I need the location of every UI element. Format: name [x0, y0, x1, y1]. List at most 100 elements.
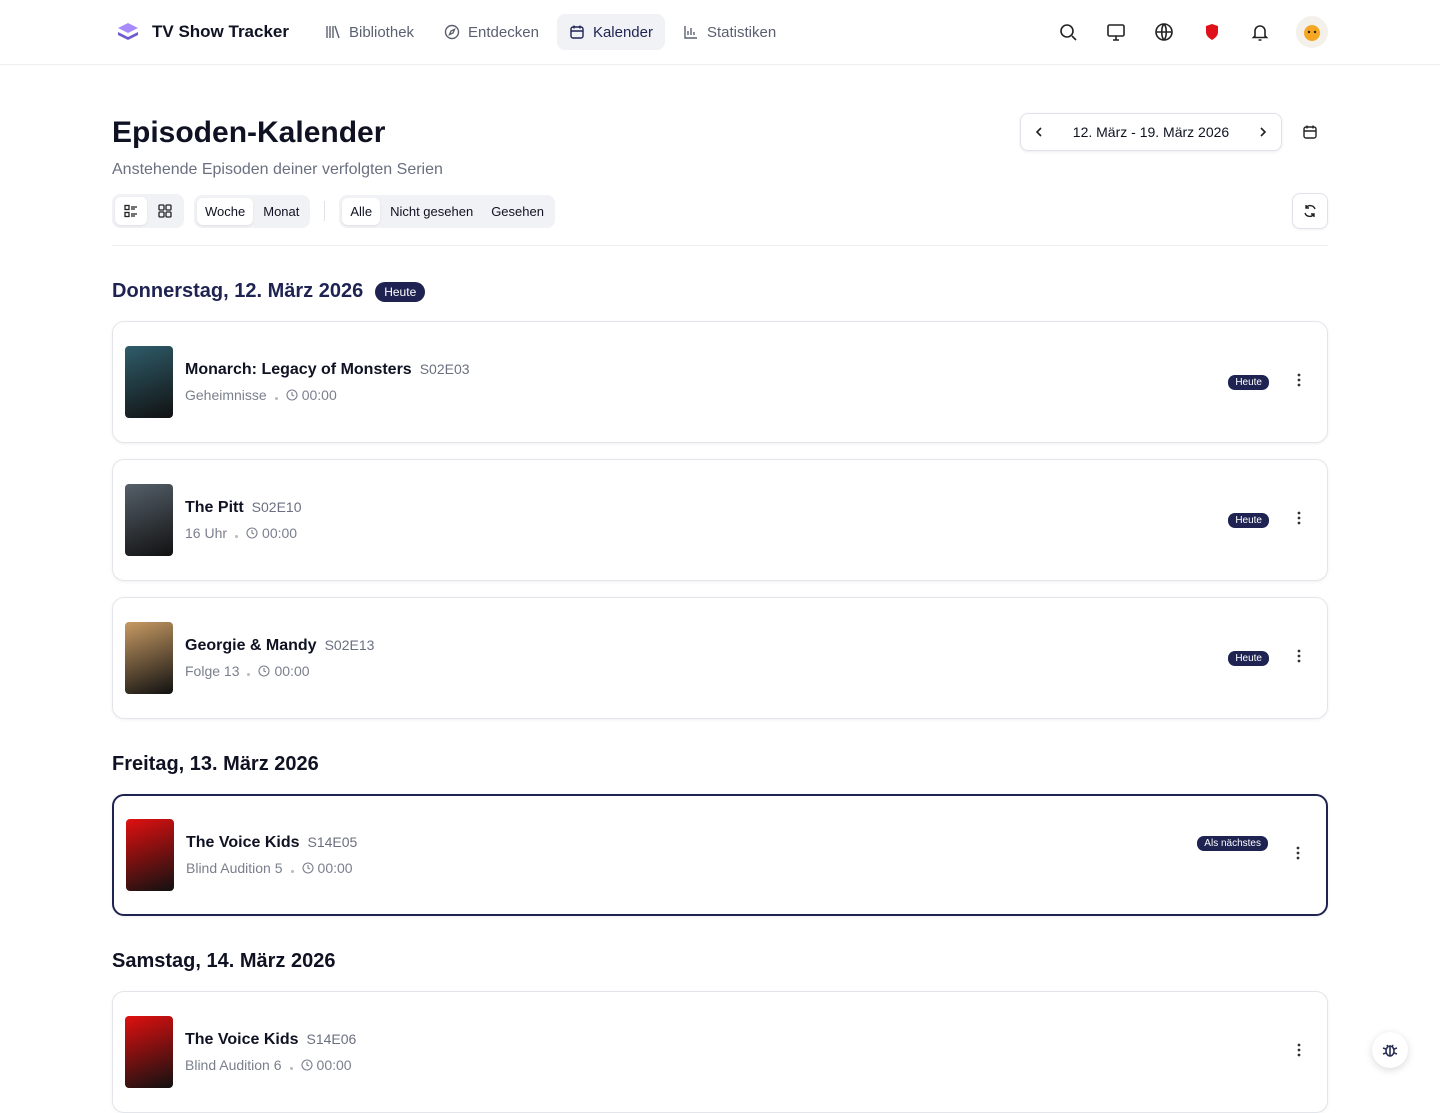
clock-icon	[286, 389, 298, 401]
page-subtitle: Anstehende Episoden deiner verfolgten Se…	[112, 161, 443, 178]
calendar-button[interactable]	[1292, 114, 1328, 150]
logo[interactable]: TV Show Tracker	[116, 20, 289, 44]
poster	[126, 819, 174, 891]
status-badge: Heute	[1228, 512, 1269, 528]
view-mode-toggle: Woche Monat	[194, 194, 311, 228]
day-date: Freitag, 13. März 2026	[112, 753, 319, 775]
filter-toggle: Alle Nicht gesehen Gesehen	[339, 194, 555, 228]
separator	[324, 201, 326, 221]
content: Episoden-Kalender Anstehende Episoden de…	[0, 65, 1440, 1113]
next-week[interactable]	[1255, 124, 1271, 140]
date-range-control: 12. März - 19. März 2026	[1020, 113, 1328, 151]
display-button[interactable]	[1104, 20, 1128, 44]
dot-separator	[274, 387, 278, 403]
episode-card[interactable]: The Voice Kids S14E05 Blind Audition 5 00:0…	[112, 794, 1328, 916]
top-bar: TV Show Tracker Bibliothek Entdecken Kal…	[0, 0, 1440, 65]
filter-option[interactable]: Gesehen	[491, 203, 544, 219]
nav-label: Kalender	[592, 23, 653, 41]
debug-button[interactable]	[1372, 1032, 1408, 1068]
refresh-button[interactable]	[1292, 193, 1328, 229]
logo-icon	[118, 23, 138, 40]
episode-card[interactable]: Georgie & Mandy S02E13 Folge 13 00:00 Heute	[112, 597, 1328, 719]
episode-heading: The Voice Kids S14E05	[186, 834, 1197, 852]
episode-details: Folge 13 00:00	[185, 663, 1228, 679]
clock-icon	[301, 862, 314, 874]
view-mode-option[interactable]: Woche	[197, 197, 254, 225]
status-badge: Als nächstes	[1197, 836, 1268, 851]
episode-heading: The Voice Kids S14E06	[185, 1031, 1291, 1049]
day-heading: Samstag, 14. März 2026	[112, 950, 1328, 973]
poster	[125, 484, 173, 556]
air-time: 00:00	[258, 663, 310, 679]
nav-label: Statistiken	[706, 23, 777, 41]
nav-item[interactable]: Kalender	[556, 14, 665, 50]
episode-code: S14E05	[307, 834, 358, 850]
episode-details: 16 Uhr 00:00	[185, 525, 1228, 541]
episode-info: The Pitt S02E10 16 Uhr 00:00	[185, 499, 1228, 541]
dot-separator	[290, 860, 294, 876]
poster	[125, 622, 173, 694]
previous-week[interactable]	[1031, 124, 1047, 140]
episode-info: The Voice Kids S14E06 Blind Audition 6 00:0…	[185, 1031, 1291, 1073]
nav-label: Entdecken	[468, 23, 539, 41]
grid-layout-button[interactable]	[149, 197, 181, 225]
episode-card[interactable]: The Pitt S02E10 16 Uhr 00:00 Heute	[112, 459, 1328, 581]
show-name: The Voice Kids	[186, 834, 300, 851]
episode-card[interactable]: Monarch: Legacy of Monsters S02E03 Geheimn…	[112, 321, 1328, 443]
air-time-label: 00:00	[262, 525, 298, 541]
filter-option[interactable]: Alle	[342, 197, 381, 225]
episode-heading: The Pitt S02E10	[185, 499, 1228, 517]
poster	[125, 346, 173, 418]
show-name: The Pitt	[185, 499, 244, 516]
search-button[interactable]	[1056, 20, 1080, 44]
episode-menu[interactable]	[1291, 372, 1307, 393]
poster	[125, 1016, 173, 1088]
nav-item[interactable]: Bibliothek	[313, 14, 426, 50]
filter-option[interactable]: Nicht gesehen	[390, 203, 474, 219]
view-mode-option[interactable]: Monat	[263, 203, 300, 219]
status-badge: Heute	[1228, 650, 1269, 666]
episode-code: S02E13	[324, 637, 375, 653]
date-range-label: 12. März - 19. März 2026	[1072, 124, 1230, 140]
episode-menu[interactable]	[1291, 1042, 1307, 1063]
language-button[interactable]	[1152, 20, 1176, 44]
today-badge: Heute	[375, 281, 426, 302]
episode-details: Blind Audition 6 00:00	[185, 1057, 1291, 1073]
nav-label: Bibliothek	[349, 23, 415, 41]
episode-info: The Voice Kids S14E05 Blind Audition 5 00:0…	[186, 834, 1197, 876]
layout-toggle	[112, 194, 184, 228]
air-time: 00:00	[286, 387, 337, 403]
day-heading: Freitag, 13. März 2026	[112, 753, 1328, 776]
avatar[interactable]	[1296, 16, 1328, 48]
clock-icon	[300, 1059, 313, 1071]
episode-title: Folge 13	[185, 663, 240, 679]
day-list: Donnerstag, 12. März 2026 Heute Monarch: L…	[112, 280, 1328, 1113]
episode-heading: Monarch: Legacy of Monsters S02E03	[185, 361, 1228, 379]
shield-button[interactable]	[1200, 20, 1224, 44]
air-time: 00:00	[246, 525, 297, 541]
episode-menu[interactable]	[1290, 845, 1306, 866]
nav-item[interactable]: Entdecken	[432, 14, 551, 50]
episode-code: S02E10	[251, 499, 302, 515]
episode-card[interactable]: The Voice Kids S14E06 Blind Audition 6 00:0…	[112, 991, 1328, 1113]
episode-menu[interactable]	[1291, 510, 1307, 531]
episode-code: S02E03	[419, 361, 470, 377]
page-title: Episoden-Kalender	[112, 116, 386, 149]
day-date: Donnerstag, 12. März 2026	[112, 280, 364, 302]
dot-separator	[247, 663, 251, 679]
app-name: TV Show Tracker	[152, 22, 289, 41]
dot-separator	[289, 1057, 293, 1073]
list-layout-button[interactable]	[115, 197, 147, 225]
air-time-label: 00:00	[274, 663, 310, 679]
toolbar: Woche Monat Alle Nicht gesehen Gesehen	[112, 193, 1328, 246]
nav-item[interactable]: Statistiken	[671, 14, 788, 50]
episode-menu[interactable]	[1291, 648, 1307, 669]
air-time: 00:00	[301, 860, 353, 876]
main-nav: Bibliothek Entdecken Kalender Statistike…	[313, 14, 788, 50]
show-name: The Voice Kids	[185, 1031, 299, 1048]
air-time-label: 00:00	[316, 1057, 352, 1073]
notifications-button[interactable]	[1248, 20, 1272, 44]
day-date: Samstag, 14. März 2026	[112, 950, 336, 972]
episode-code: S14E06	[306, 1031, 357, 1047]
